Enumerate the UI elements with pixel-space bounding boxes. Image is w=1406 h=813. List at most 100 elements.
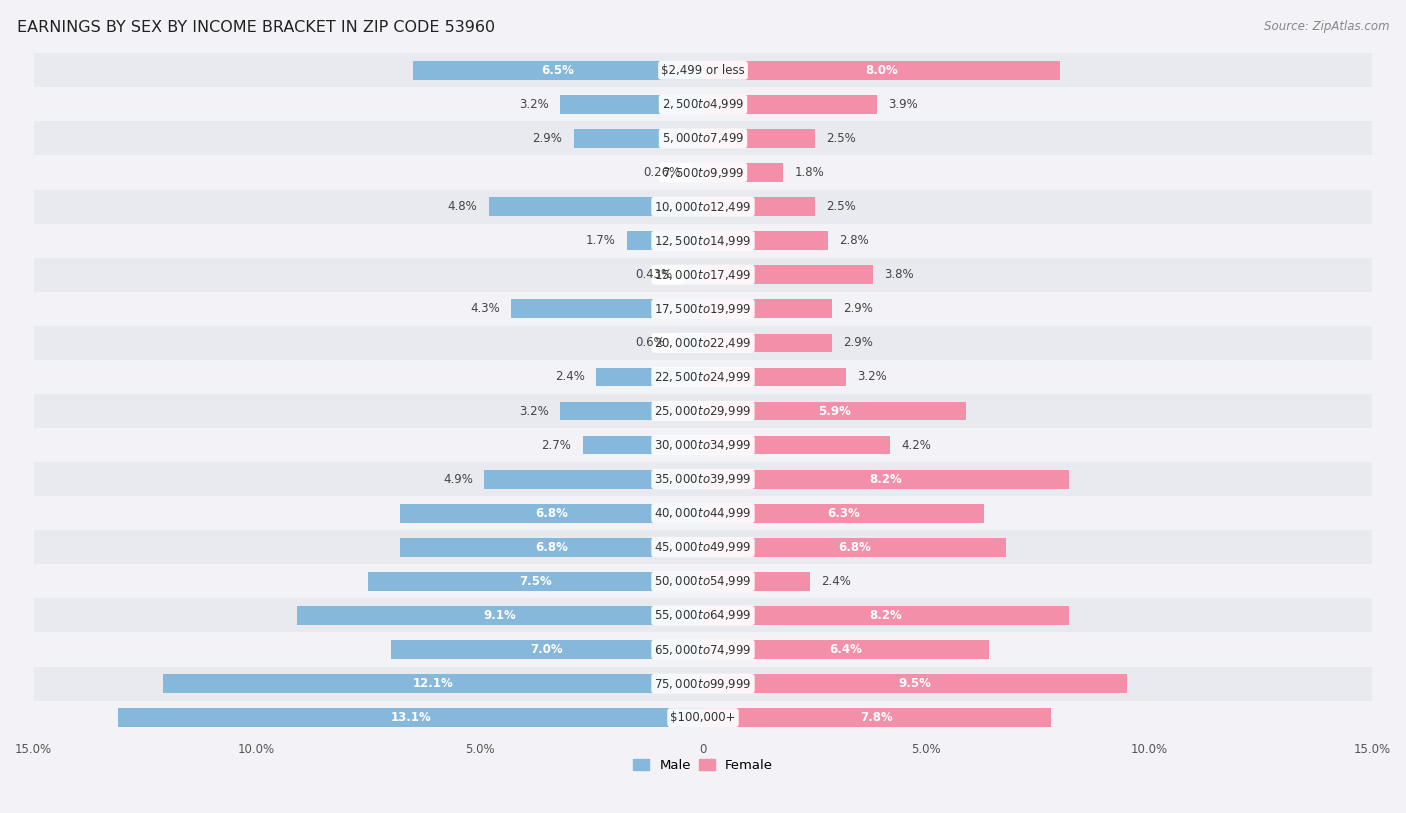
Bar bbox=[703, 232, 828, 250]
Text: 9.5%: 9.5% bbox=[898, 677, 931, 690]
Bar bbox=[703, 163, 783, 182]
Bar bbox=[34, 224, 1372, 258]
Text: 2.9%: 2.9% bbox=[844, 337, 873, 350]
Bar bbox=[34, 360, 1372, 394]
Text: 2.7%: 2.7% bbox=[541, 438, 571, 451]
Bar bbox=[163, 674, 703, 693]
Bar bbox=[703, 367, 846, 386]
Text: $7,500 to $9,999: $7,500 to $9,999 bbox=[662, 166, 744, 180]
Text: 6.8%: 6.8% bbox=[838, 541, 872, 554]
Bar bbox=[34, 54, 1372, 87]
Bar bbox=[703, 198, 814, 216]
Text: 6.3%: 6.3% bbox=[827, 506, 860, 520]
Bar bbox=[703, 606, 1069, 625]
Bar bbox=[560, 402, 703, 420]
Bar bbox=[703, 436, 890, 454]
Bar bbox=[703, 708, 1052, 727]
Text: $65,000 to $74,999: $65,000 to $74,999 bbox=[654, 642, 752, 657]
Bar bbox=[399, 538, 703, 557]
Bar bbox=[484, 470, 703, 489]
Text: 2.5%: 2.5% bbox=[825, 132, 855, 145]
Text: 4.3%: 4.3% bbox=[470, 302, 501, 315]
Bar bbox=[297, 606, 703, 625]
Text: 3.2%: 3.2% bbox=[519, 405, 548, 418]
Text: 2.5%: 2.5% bbox=[825, 200, 855, 213]
Bar bbox=[34, 87, 1372, 121]
Text: $10,000 to $12,499: $10,000 to $12,499 bbox=[654, 200, 752, 214]
Text: 2.8%: 2.8% bbox=[839, 234, 869, 247]
Bar bbox=[703, 470, 1069, 489]
Text: 0.43%: 0.43% bbox=[636, 268, 672, 281]
Text: EARNINGS BY SEX BY INCOME BRACKET IN ZIP CODE 53960: EARNINGS BY SEX BY INCOME BRACKET IN ZIP… bbox=[17, 20, 495, 35]
Text: 5.9%: 5.9% bbox=[818, 405, 851, 418]
Legend: Male, Female: Male, Female bbox=[627, 754, 779, 778]
Text: $2,499 or less: $2,499 or less bbox=[661, 64, 745, 76]
Text: 7.5%: 7.5% bbox=[519, 575, 553, 588]
Text: 6.8%: 6.8% bbox=[534, 506, 568, 520]
Text: 4.9%: 4.9% bbox=[443, 472, 474, 485]
Text: Source: ZipAtlas.com: Source: ZipAtlas.com bbox=[1264, 20, 1389, 33]
Bar bbox=[34, 530, 1372, 564]
Bar bbox=[703, 299, 832, 318]
Text: $45,000 to $49,999: $45,000 to $49,999 bbox=[654, 541, 752, 554]
Bar bbox=[703, 402, 966, 420]
Text: 7.0%: 7.0% bbox=[530, 643, 564, 656]
Bar bbox=[368, 572, 703, 591]
Bar bbox=[703, 265, 873, 284]
Bar bbox=[703, 95, 877, 114]
Bar bbox=[399, 504, 703, 523]
Bar bbox=[574, 129, 703, 148]
Text: 3.9%: 3.9% bbox=[889, 98, 918, 111]
Text: $5,000 to $7,499: $5,000 to $7,499 bbox=[662, 132, 744, 146]
Text: 2.4%: 2.4% bbox=[555, 371, 585, 384]
Text: 2.9%: 2.9% bbox=[533, 132, 562, 145]
Text: $15,000 to $17,499: $15,000 to $17,499 bbox=[654, 267, 752, 282]
Text: 8.2%: 8.2% bbox=[869, 472, 903, 485]
Bar bbox=[34, 121, 1372, 155]
Bar bbox=[703, 572, 810, 591]
Text: $22,500 to $24,999: $22,500 to $24,999 bbox=[654, 370, 752, 384]
Bar bbox=[391, 640, 703, 659]
Text: $25,000 to $29,999: $25,000 to $29,999 bbox=[654, 404, 752, 418]
Bar bbox=[703, 538, 1007, 557]
Bar bbox=[34, 155, 1372, 189]
Bar bbox=[34, 667, 1372, 701]
Bar bbox=[627, 232, 703, 250]
Text: 9.1%: 9.1% bbox=[484, 609, 516, 622]
Bar bbox=[34, 394, 1372, 428]
Text: 0.6%: 0.6% bbox=[636, 337, 665, 350]
Bar bbox=[34, 428, 1372, 462]
Text: 3.2%: 3.2% bbox=[519, 98, 548, 111]
Text: $40,000 to $44,999: $40,000 to $44,999 bbox=[654, 506, 752, 520]
Text: $75,000 to $99,999: $75,000 to $99,999 bbox=[654, 676, 752, 690]
Bar bbox=[34, 701, 1372, 735]
Text: 2.9%: 2.9% bbox=[844, 302, 873, 315]
Bar bbox=[703, 640, 988, 659]
Text: $20,000 to $22,499: $20,000 to $22,499 bbox=[654, 336, 752, 350]
Bar bbox=[34, 292, 1372, 326]
Text: $50,000 to $54,999: $50,000 to $54,999 bbox=[654, 574, 752, 589]
Bar bbox=[596, 367, 703, 386]
Text: 1.8%: 1.8% bbox=[794, 166, 824, 179]
Text: 4.8%: 4.8% bbox=[449, 200, 478, 213]
Bar bbox=[683, 265, 703, 284]
Bar bbox=[34, 598, 1372, 633]
Bar bbox=[703, 61, 1060, 80]
Text: 2.4%: 2.4% bbox=[821, 575, 851, 588]
Bar bbox=[34, 462, 1372, 496]
Text: 4.2%: 4.2% bbox=[901, 438, 931, 451]
Bar bbox=[34, 496, 1372, 530]
Bar bbox=[692, 163, 703, 182]
Text: 0.26%: 0.26% bbox=[643, 166, 681, 179]
Bar bbox=[560, 95, 703, 114]
Text: 13.1%: 13.1% bbox=[391, 711, 432, 724]
Text: $12,500 to $14,999: $12,500 to $14,999 bbox=[654, 233, 752, 248]
Bar bbox=[34, 633, 1372, 667]
Text: 7.8%: 7.8% bbox=[860, 711, 893, 724]
Text: 1.7%: 1.7% bbox=[586, 234, 616, 247]
Bar bbox=[413, 61, 703, 80]
Bar bbox=[703, 333, 832, 352]
Bar bbox=[512, 299, 703, 318]
Text: 3.8%: 3.8% bbox=[884, 268, 914, 281]
Bar bbox=[582, 436, 703, 454]
